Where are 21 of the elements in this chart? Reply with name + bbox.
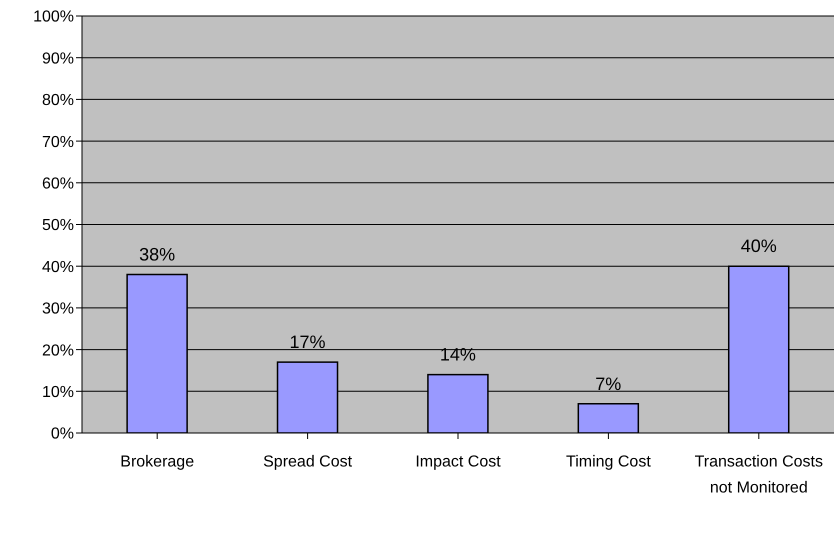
y-tick-label: 70% bbox=[42, 134, 74, 151]
data-label: 40% bbox=[740, 236, 777, 256]
y-tick-label: 80% bbox=[42, 92, 74, 110]
x-tick-label: Transaction Costs not Monitored bbox=[694, 453, 823, 496]
y-tick-label: 60% bbox=[42, 175, 74, 192]
y-tick-label: 10% bbox=[42, 384, 74, 401]
y-tick-label: 90% bbox=[42, 50, 74, 68]
data-label: 7% bbox=[595, 374, 622, 394]
y-tick-label: 100% bbox=[33, 8, 74, 26]
y-tick-label: 30% bbox=[42, 300, 74, 318]
y-tick-label: 0% bbox=[50, 426, 74, 443]
data-label: 17% bbox=[290, 332, 326, 352]
y-tick-label: 50% bbox=[42, 217, 74, 234]
data-label: 14% bbox=[440, 344, 476, 365]
x-tick-label: Brokerage bbox=[120, 453, 194, 470]
x-tick-label: Timing Cost bbox=[566, 453, 652, 470]
x-tick-label: Impact Cost bbox=[415, 453, 502, 470]
y-tick-label: 40% bbox=[42, 258, 74, 276]
data-label: 38% bbox=[139, 244, 176, 265]
y-tick-label: 20% bbox=[42, 342, 74, 360]
x-tick-label: Spread Cost bbox=[263, 453, 353, 470]
